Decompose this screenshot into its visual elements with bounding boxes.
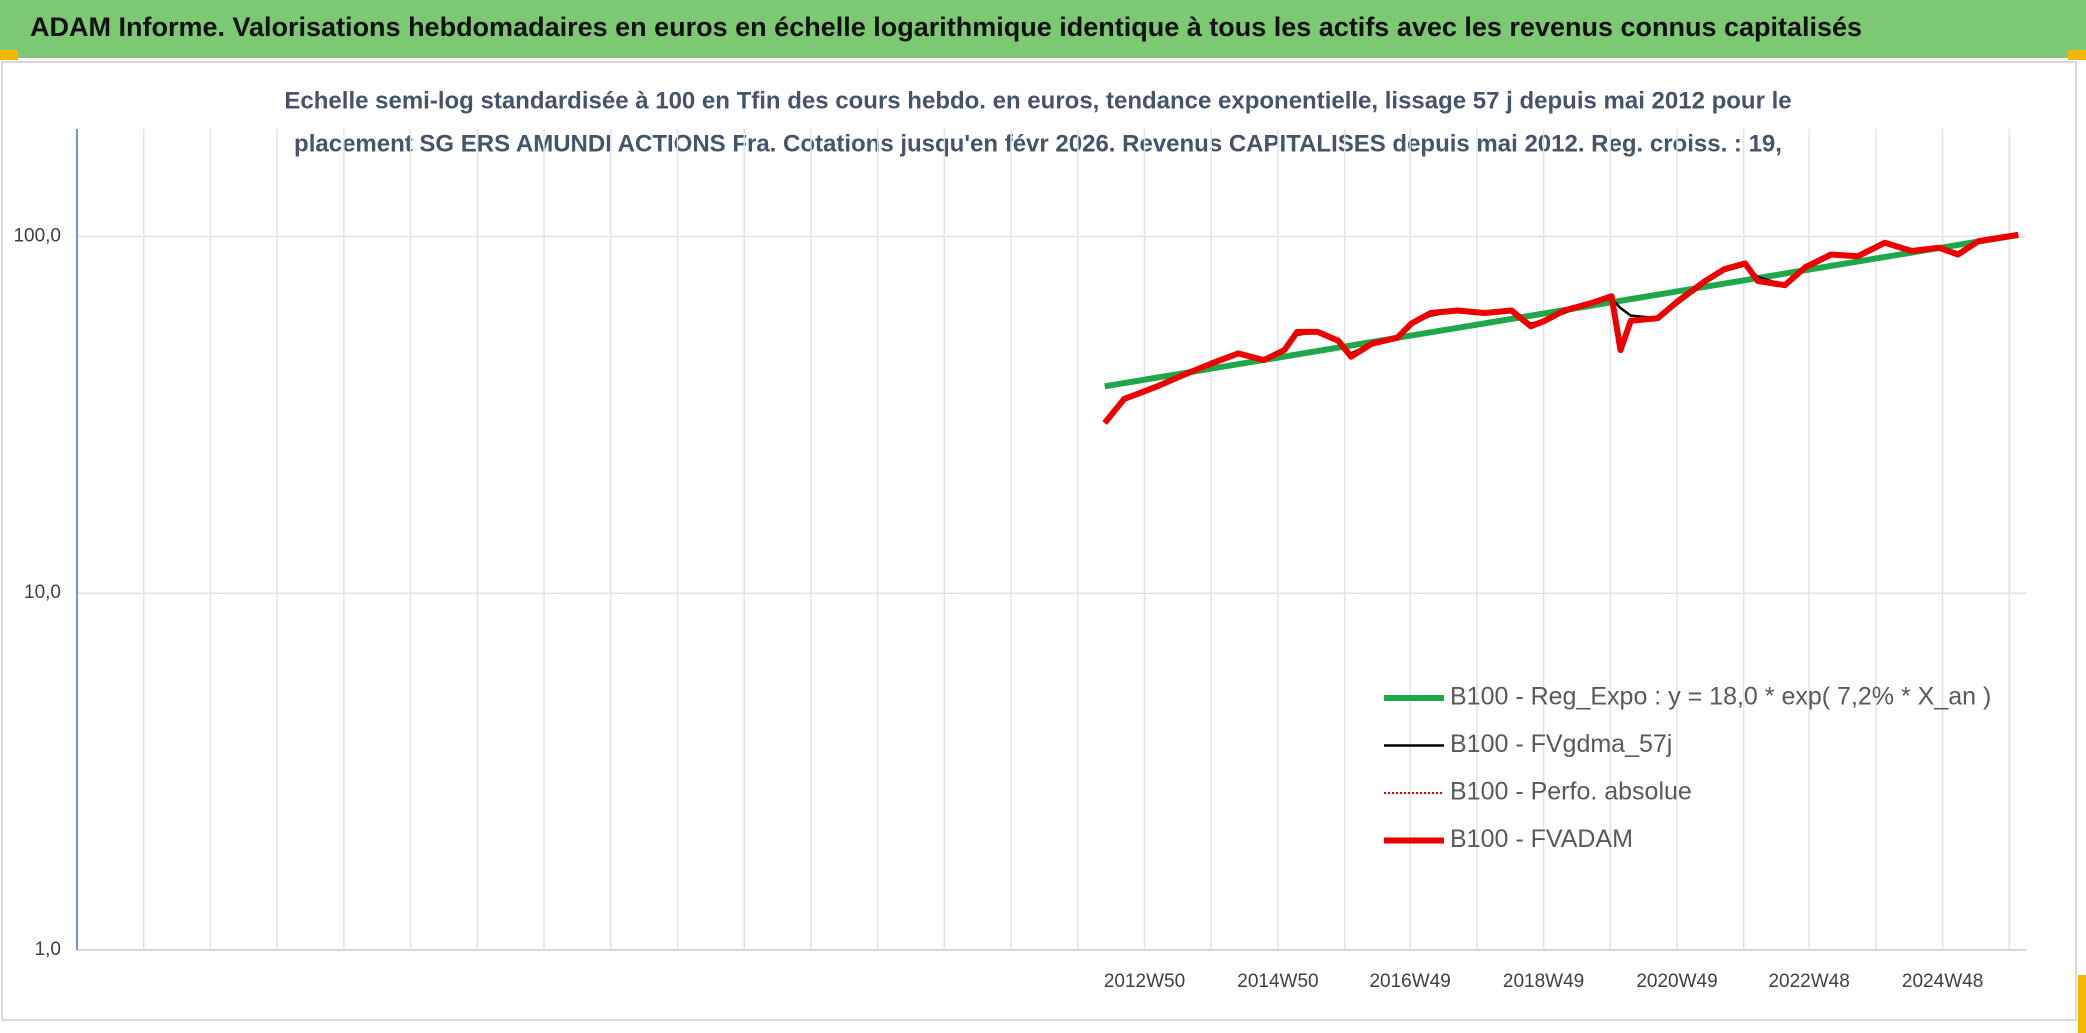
title-bar: [0, 0, 2086, 58]
chart-subtitle: placement SG ERS AMUNDI ACTIONS Fra. Cot…: [294, 130, 1782, 157]
legend-label: B100 - Perfo. absolue: [1450, 778, 1692, 806]
chart-frame: [1, 61, 2077, 1021]
y-tick-label: 10,0: [24, 582, 61, 603]
chart-subtitle: Echelle semi-log standardisée à 100 en T…: [284, 87, 1791, 114]
y-tick-label: 1,0: [35, 939, 61, 960]
x-tick-label: 2016W49: [1369, 971, 1450, 992]
x-tick-label: 2024W48: [1902, 971, 1983, 992]
corner: [2078, 975, 2086, 1033]
y-tick-label: 100,0: [13, 225, 61, 246]
corner: [2068, 50, 2086, 60]
legend-label: B100 - FVADAM: [1450, 825, 1633, 853]
x-tick-label: 2012W50: [1104, 971, 1185, 992]
x-tick-label: 2020W49: [1636, 971, 1717, 992]
page-title: ADAM Informe. Valorisations hebdomadaire…: [30, 12, 1862, 42]
legend-label: B100 - FVgdma_57j: [1450, 730, 1672, 758]
corner: [0, 50, 18, 60]
x-tick-label: 2014W50: [1237, 971, 1318, 992]
legend-label: B100 - Reg_Expo : y = 18,0 * exp( 7,2% *…: [1450, 683, 1991, 711]
x-tick-label: 2018W49: [1503, 971, 1584, 992]
x-tick-label: 2022W48: [1768, 971, 1849, 992]
series-line: [1102, 231, 2019, 425]
